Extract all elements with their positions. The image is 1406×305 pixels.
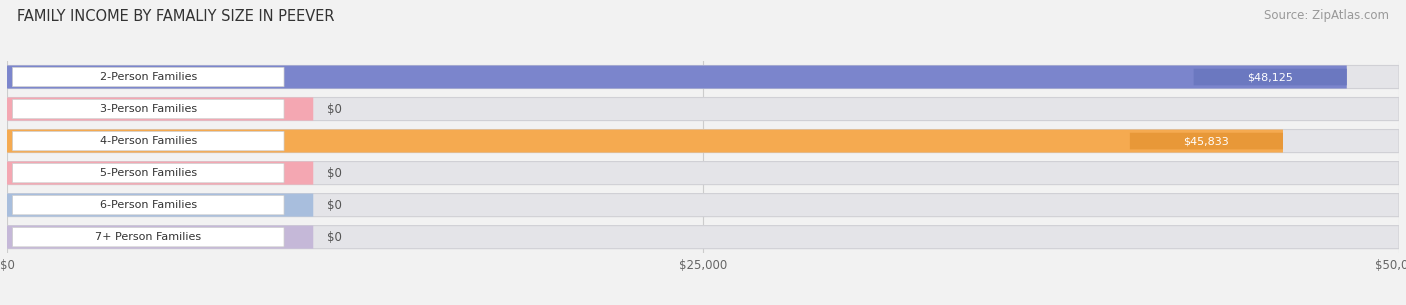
Text: $0: $0 xyxy=(328,102,342,116)
FancyBboxPatch shape xyxy=(7,98,314,120)
Text: Source: ZipAtlas.com: Source: ZipAtlas.com xyxy=(1264,9,1389,22)
Text: 2-Person Families: 2-Person Families xyxy=(100,72,197,82)
FancyBboxPatch shape xyxy=(7,162,1399,185)
FancyBboxPatch shape xyxy=(13,131,284,151)
Text: FAMILY INCOME BY FAMALIY SIZE IN PEEVER: FAMILY INCOME BY FAMALIY SIZE IN PEEVER xyxy=(17,9,335,24)
FancyBboxPatch shape xyxy=(13,99,284,119)
FancyBboxPatch shape xyxy=(7,194,314,217)
Text: $45,833: $45,833 xyxy=(1184,136,1229,146)
FancyBboxPatch shape xyxy=(13,163,284,183)
FancyBboxPatch shape xyxy=(7,130,1282,152)
Text: $0: $0 xyxy=(328,199,342,212)
Text: 4-Person Families: 4-Person Families xyxy=(100,136,197,146)
Text: 7+ Person Families: 7+ Person Families xyxy=(96,232,201,242)
FancyBboxPatch shape xyxy=(7,98,1399,120)
FancyBboxPatch shape xyxy=(7,162,314,185)
FancyBboxPatch shape xyxy=(7,130,1399,152)
FancyBboxPatch shape xyxy=(13,67,284,87)
FancyBboxPatch shape xyxy=(7,226,1399,249)
Text: 5-Person Families: 5-Person Families xyxy=(100,168,197,178)
FancyBboxPatch shape xyxy=(1194,69,1347,85)
Text: 6-Person Families: 6-Person Families xyxy=(100,200,197,210)
FancyBboxPatch shape xyxy=(7,194,1399,217)
FancyBboxPatch shape xyxy=(13,196,284,215)
FancyBboxPatch shape xyxy=(13,228,284,247)
FancyBboxPatch shape xyxy=(7,226,314,249)
FancyBboxPatch shape xyxy=(1130,133,1282,149)
Text: $0: $0 xyxy=(328,231,342,244)
Text: $0: $0 xyxy=(328,167,342,180)
Text: 3-Person Families: 3-Person Families xyxy=(100,104,197,114)
FancyBboxPatch shape xyxy=(7,66,1399,88)
Text: $48,125: $48,125 xyxy=(1247,72,1294,82)
FancyBboxPatch shape xyxy=(7,66,1347,88)
